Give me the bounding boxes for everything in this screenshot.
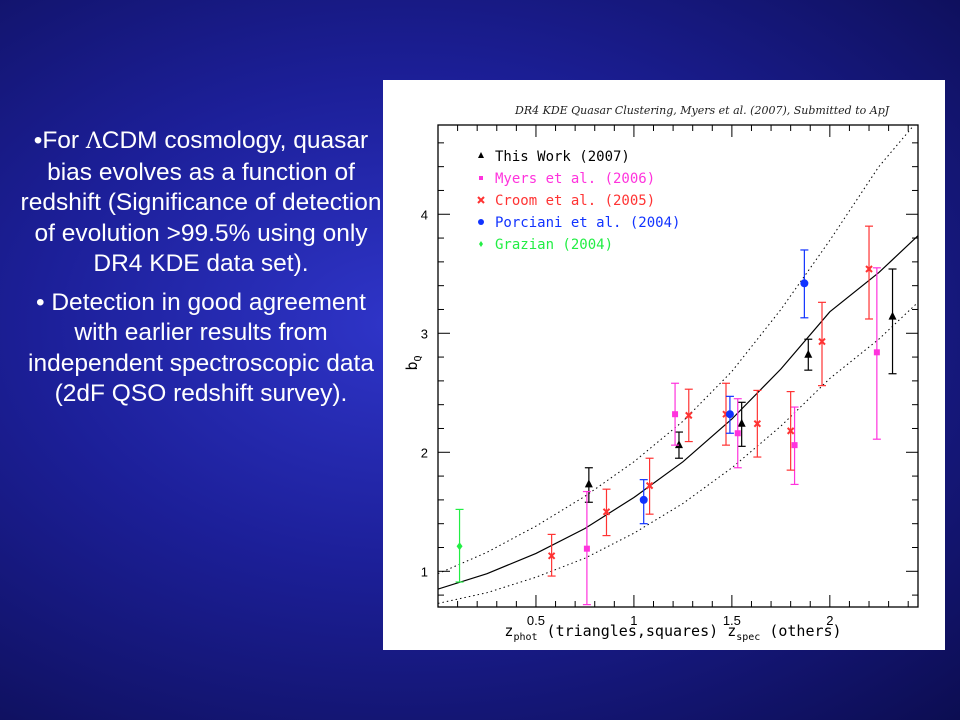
axis-ticks: 0.5 1 1.5 2 1 2 3 4 <box>421 125 918 628</box>
data-point-this-work-2007 <box>804 349 813 358</box>
plot-frame <box>437 124 919 608</box>
y-axis-label-sub: Q <box>413 355 424 361</box>
model-curves <box>438 125 918 604</box>
lambda-symbol: Λ <box>85 129 102 154</box>
x-tick-label: 0.5 <box>527 613 545 628</box>
x-axis-label-sub2: spec <box>736 632 760 643</box>
legend-marker-this-work-2007 <box>478 152 484 158</box>
data-point-croom-et-al-2005 <box>753 420 762 428</box>
chart-legend: This Work (2007) Myers et al. (2006) Croom… <box>477 149 680 253</box>
data-points <box>455 225 897 606</box>
x-axis-label-end: (others) <box>760 622 841 640</box>
data-point-croom-et-al-2005 <box>865 265 873 273</box>
y-tick-label: 3 <box>421 326 428 341</box>
data-point-croom-et-al-2005-stroke <box>602 508 611 516</box>
plot-frame-box <box>437 124 919 608</box>
data-point-porciani-et-al-2004 <box>725 410 734 419</box>
legend-marker-croom-et-al-2005-stroke <box>477 196 485 204</box>
bullet-2: • Detection in good agreement with earli… <box>28 288 374 408</box>
chart-panel: DR4 KDE Quasar Clustering, Myers et al. … <box>383 80 945 650</box>
data-point-myers-et-al-2006 <box>791 442 798 449</box>
legend-marker-croom-et-al-2005 <box>477 196 485 204</box>
x-tick-label: 2 <box>826 613 833 628</box>
data-point-croom-et-al-2005-stroke <box>753 420 762 428</box>
bound-curve-dotted <box>438 301 918 604</box>
data-point-grazian-2004 <box>456 542 463 551</box>
legend-label-croom-et-al-2005: Croom et al. (2005) <box>495 193 655 209</box>
data-point-croom-et-al-2005 <box>786 427 795 435</box>
legend-label-myers-et-al-2006: Myers et al. (2006) <box>495 171 655 187</box>
legend-marker-grazian-2004 <box>479 241 483 247</box>
y-axis-label: bQ <box>403 355 424 370</box>
x-tick-label: 1.5 <box>723 613 741 628</box>
data-point-croom-et-al-2005 <box>818 337 826 346</box>
legend-marker-myers-et-al-2006 <box>479 176 483 180</box>
data-point-croom-et-al-2005-stroke <box>547 552 556 560</box>
bullet-1: •For ΛCDM cosmology, quasar bias evolves… <box>18 126 384 280</box>
data-point-myers-et-al-2006 <box>583 545 590 552</box>
data-point-croom-et-al-2005-stroke <box>685 411 693 420</box>
data-point-croom-et-al-2005 <box>602 508 611 516</box>
y-axis-label-main: b <box>403 362 421 371</box>
data-point-croom-et-al-2005-stroke <box>865 265 873 273</box>
x-tick-label: 1 <box>630 613 637 628</box>
data-point-this-work-2007 <box>888 311 897 320</box>
bias-redshift-chart: DR4 KDE Quasar Clustering, Myers et al. … <box>403 104 919 643</box>
data-point-porciani-et-al-2004 <box>639 495 648 504</box>
data-point-myers-et-al-2006 <box>734 430 741 437</box>
y-tick-label: 1 <box>421 564 428 579</box>
data-point-croom-et-al-2005-stroke <box>818 337 826 346</box>
bound-curve-dotted <box>438 125 915 575</box>
chart-title: DR4 KDE Quasar Clustering, Myers et al. … <box>514 104 890 117</box>
data-point-porciani-et-al-2004 <box>800 279 809 288</box>
data-point-croom-et-al-2005-stroke <box>786 427 795 435</box>
bullet-list: •For ΛCDM cosmology, quasar bias evolves… <box>18 126 384 418</box>
bullet-1-prefix: •For <box>33 127 86 154</box>
data-point-this-work-2007 <box>584 479 593 488</box>
legend-label-grazian-2004: Grazian (2004) <box>495 237 613 253</box>
legend-label-this-work-2007: This Work (2007) <box>495 149 630 165</box>
x-axis-label-sub1: phot <box>513 632 537 643</box>
bullet-1-text: CDM cosmology, quasar bias evolves as a … <box>20 127 382 277</box>
data-point-myers-et-al-2006 <box>873 349 880 356</box>
data-point-croom-et-al-2005-stroke <box>645 481 654 490</box>
data-point-myers-et-al-2006 <box>672 411 679 418</box>
data-point-croom-et-al-2005 <box>645 481 654 490</box>
y-tick-label: 2 <box>421 445 428 460</box>
best-fit-curve <box>438 235 918 590</box>
x-axis-label-z1: z <box>504 622 513 640</box>
data-point-croom-et-al-2005 <box>547 552 556 560</box>
data-point-croom-et-al-2005 <box>685 411 693 420</box>
legend-marker-porciani-et-al-2004 <box>478 219 484 225</box>
x-axis-label-z2: z <box>727 622 736 640</box>
data-point-this-work-2007 <box>674 440 683 449</box>
x-axis-label: zphot (triangles,squares) zspec (others) <box>504 622 841 643</box>
y-tick-label: 4 <box>421 207 428 222</box>
data-point-this-work-2007 <box>737 418 746 427</box>
legend-label-porciani-et-al-2004: Porciani et al. (2004) <box>495 215 680 231</box>
x-axis-label-mid: (triangles,squares) <box>538 622 728 640</box>
